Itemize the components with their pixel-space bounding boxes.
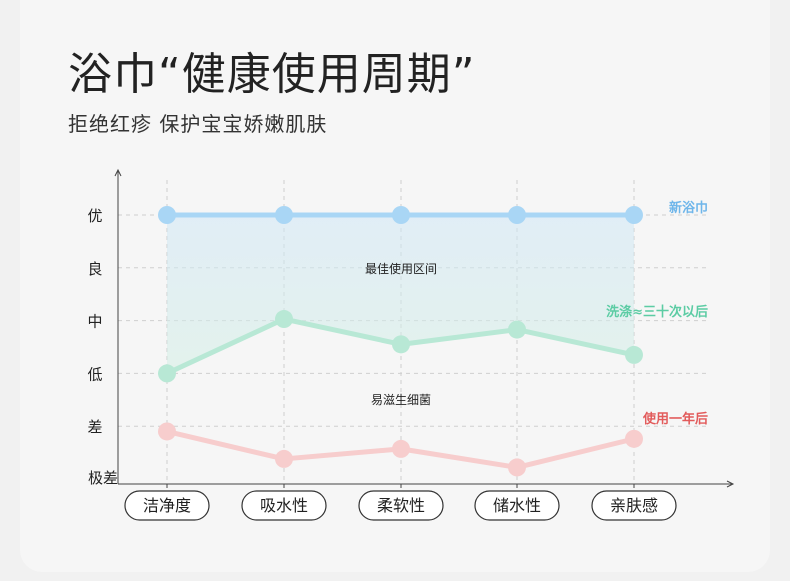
- series-layer: [158, 206, 643, 477]
- x-category-pill: [591, 490, 677, 521]
- y-tick-label: 良: [87, 260, 102, 278]
- series-point: [508, 458, 526, 477]
- x-tick-label: 柔软性: [377, 496, 425, 515]
- x-category-pill: [358, 490, 444, 521]
- series-point: [625, 345, 643, 364]
- optimal-band: [167, 215, 634, 374]
- series-label: 新浴巾: [669, 200, 708, 216]
- series-point: [158, 364, 176, 383]
- y-tick-label: 优: [87, 207, 102, 225]
- series-point: [392, 206, 410, 224]
- x-category-pill: [241, 490, 327, 521]
- series-point: [508, 320, 526, 339]
- series-point: [625, 429, 643, 448]
- series-label: 使用一年后: [642, 411, 708, 427]
- series-point: [625, 206, 643, 224]
- y-axis-arrow: [114, 168, 122, 177]
- annotation-bacteria: 易滋生细菌: [371, 393, 431, 407]
- x-tick-label: 洁净度: [143, 496, 191, 515]
- series-point: [392, 335, 410, 354]
- series-point: [508, 206, 526, 224]
- series-point: [158, 206, 176, 224]
- series-point: [275, 206, 293, 224]
- x-category-pill: [474, 490, 560, 521]
- y-tick-label: 极差: [88, 469, 118, 487]
- optimal-band-area: [167, 215, 634, 374]
- page-subtitle: 拒绝红疹 保护宝宝娇嫩肌肤: [68, 112, 328, 136]
- x-tick-label: 储水性: [493, 496, 541, 515]
- series-point: [275, 449, 293, 468]
- y-tick-label: 低: [87, 365, 102, 383]
- series-point: [158, 422, 176, 441]
- annotation-optimal: 最佳使用区间: [365, 261, 437, 276]
- y-tick-label: 中: [87, 313, 102, 331]
- x-tick-label: 吸水性: [260, 496, 308, 515]
- page-title: 浴巾“健康使用周期”: [68, 49, 476, 100]
- x-axis-arrow: [726, 480, 735, 488]
- x-category-pill: [124, 490, 210, 521]
- series-point: [275, 310, 293, 329]
- series-label: 洗涤≈三十次以后: [606, 304, 708, 320]
- axes: [114, 168, 735, 488]
- series-point: [392, 439, 410, 458]
- y-tick-label: 差: [87, 418, 102, 436]
- x-tick-label: 亲肤感: [610, 496, 658, 515]
